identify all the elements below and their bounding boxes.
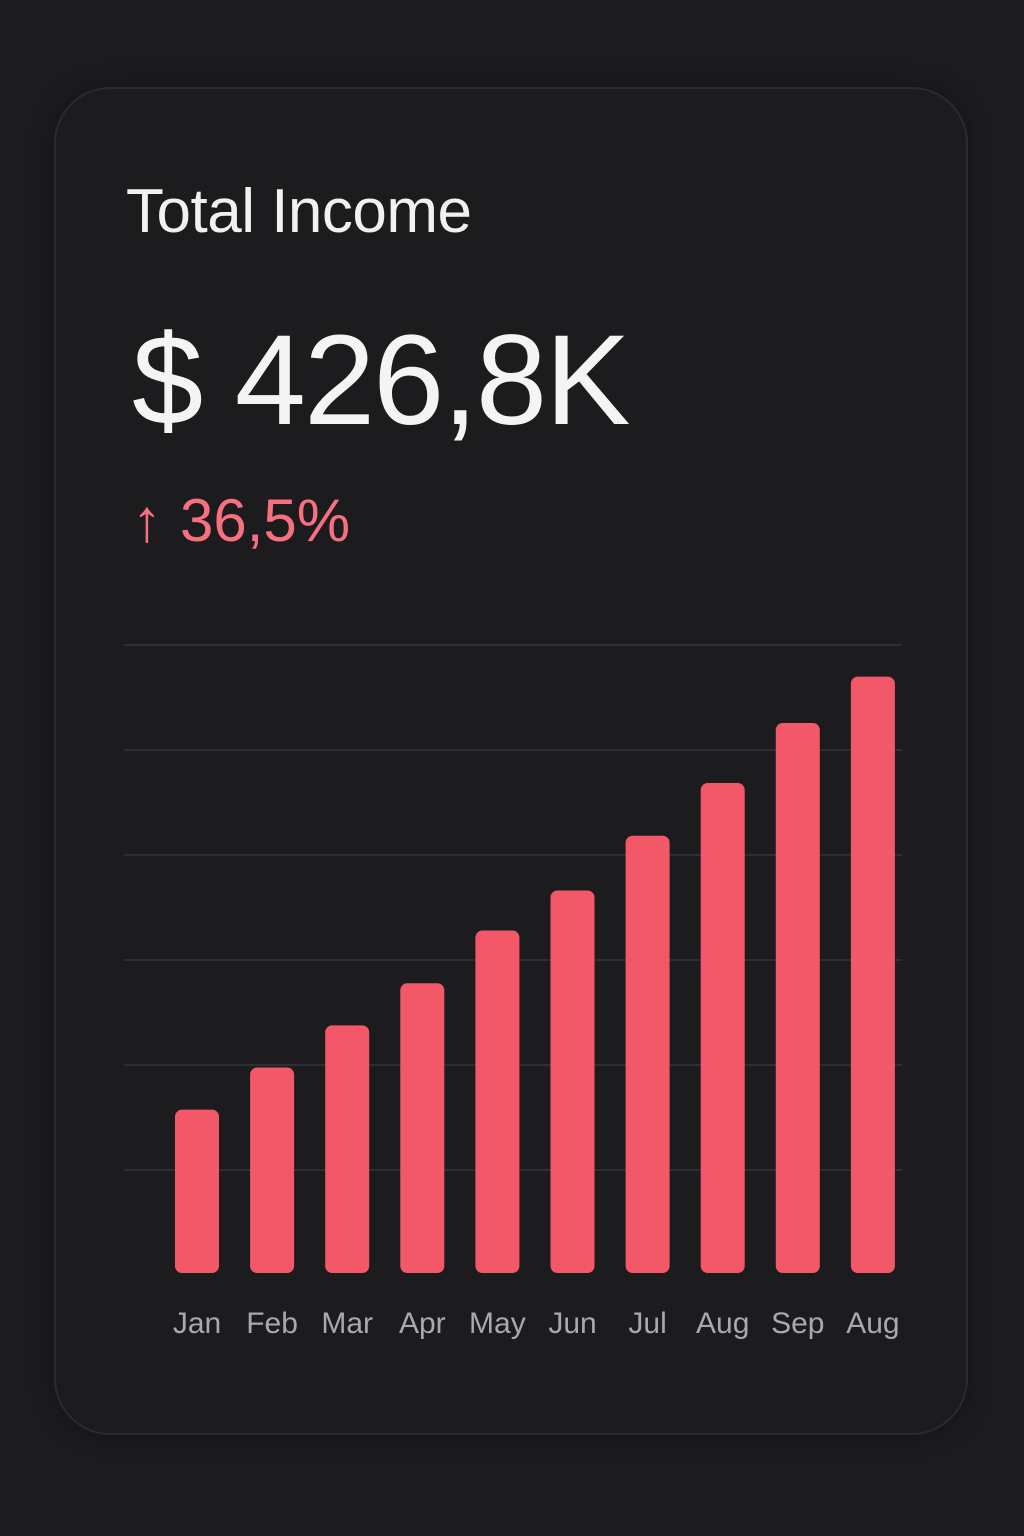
bar-mar bbox=[325, 1025, 370, 1273]
total-income-card: Total Income $ 426,8K ↑ 36,5% Jan Feb Mar Ap… bbox=[54, 87, 968, 1435]
x-tick-label: Apr bbox=[399, 1307, 446, 1340]
income-bar-chart: Jan Feb Mar Apr May Jun Jul Aug Sep Aug bbox=[124, 644, 902, 1340]
x-tick-label: Jan bbox=[173, 1307, 221, 1340]
card-title: Total Income bbox=[126, 177, 472, 246]
chart-bars bbox=[175, 676, 895, 1273]
bar-jun bbox=[550, 890, 595, 1273]
bar-apr bbox=[400, 983, 445, 1273]
x-tick-label: Feb bbox=[246, 1307, 298, 1340]
x-tick-label: Aug bbox=[696, 1307, 749, 1340]
x-tick-label: Jul bbox=[628, 1307, 666, 1340]
chart-x-labels: Jan Feb Mar Apr May Jun Jul Aug Sep Aug bbox=[173, 1307, 900, 1340]
x-tick-label: Aug bbox=[846, 1307, 899, 1340]
x-tick-label: Jun bbox=[548, 1307, 596, 1340]
bar-jul bbox=[625, 835, 670, 1273]
total-amount: $ 426,8K bbox=[132, 309, 630, 452]
bar-aug bbox=[700, 783, 745, 1273]
x-tick-label: Mar bbox=[321, 1307, 373, 1340]
bar-jan bbox=[175, 1109, 219, 1273]
bar-feb bbox=[250, 1067, 295, 1273]
x-tick-label: May bbox=[469, 1307, 526, 1340]
change-indicator: ↑ 36,5% bbox=[132, 491, 350, 551]
change-value: 36,5% bbox=[180, 487, 351, 554]
x-tick-label: Sep bbox=[771, 1307, 824, 1340]
arrow-up-icon: ↑ bbox=[132, 487, 162, 554]
bar-sep bbox=[775, 722, 820, 1273]
bar-may bbox=[475, 930, 520, 1273]
bar-aug bbox=[850, 676, 895, 1273]
